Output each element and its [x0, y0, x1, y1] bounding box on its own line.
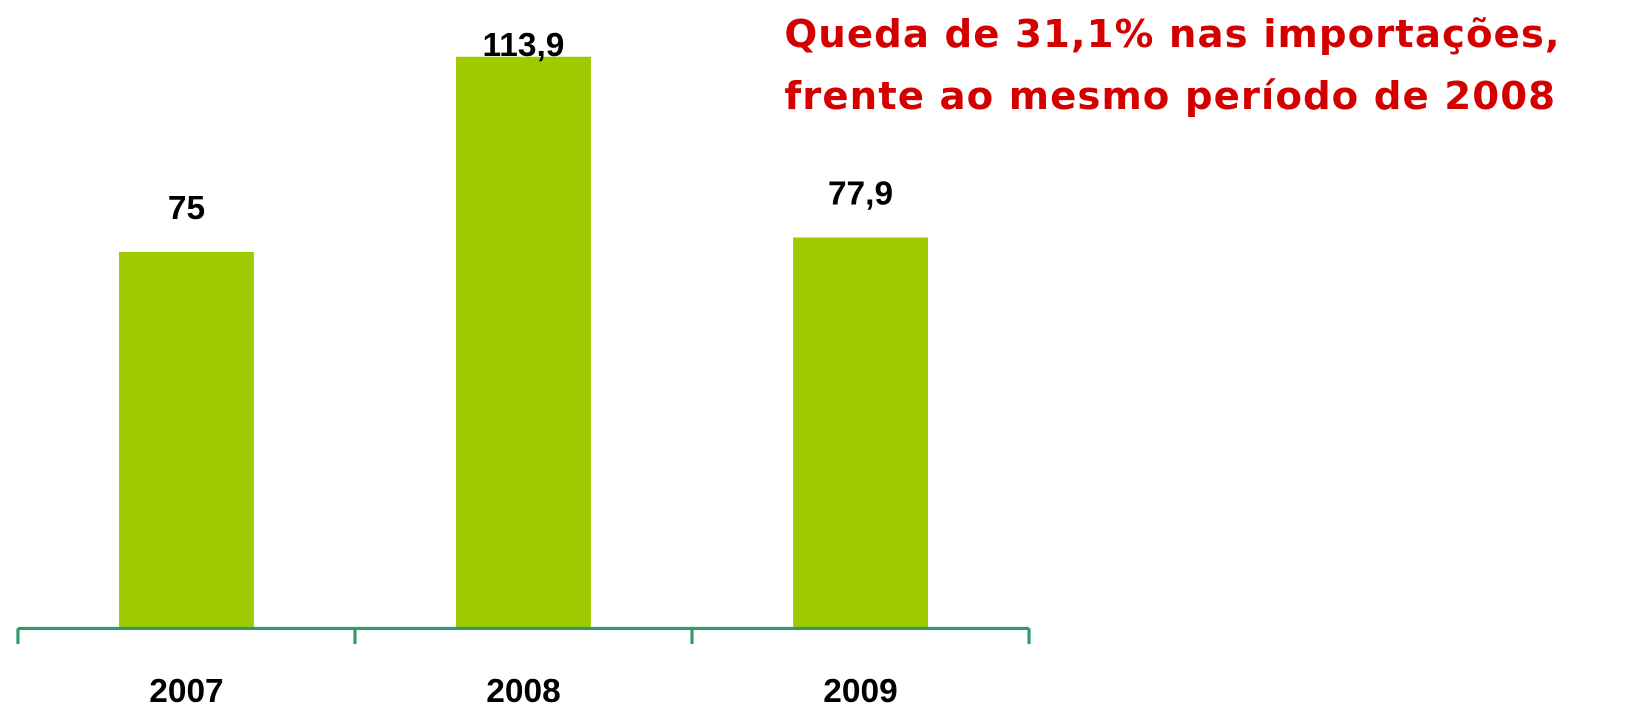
annotation-line: frente ao mesmo período de 2008	[784, 74, 1556, 119]
value-label: 113,9	[483, 27, 565, 64]
x-tick-label: 2008	[486, 673, 560, 710]
value-label: 75	[168, 190, 205, 227]
bar	[456, 56, 591, 629]
bar	[119, 251, 254, 629]
annotation-line: Queda de 31,1% nas importações,	[784, 12, 1560, 57]
bar	[793, 237, 928, 629]
x-tick-label: 2007	[149, 673, 223, 710]
x-tick-label: 2009	[823, 673, 897, 710]
value-label: 77,9	[828, 175, 893, 212]
